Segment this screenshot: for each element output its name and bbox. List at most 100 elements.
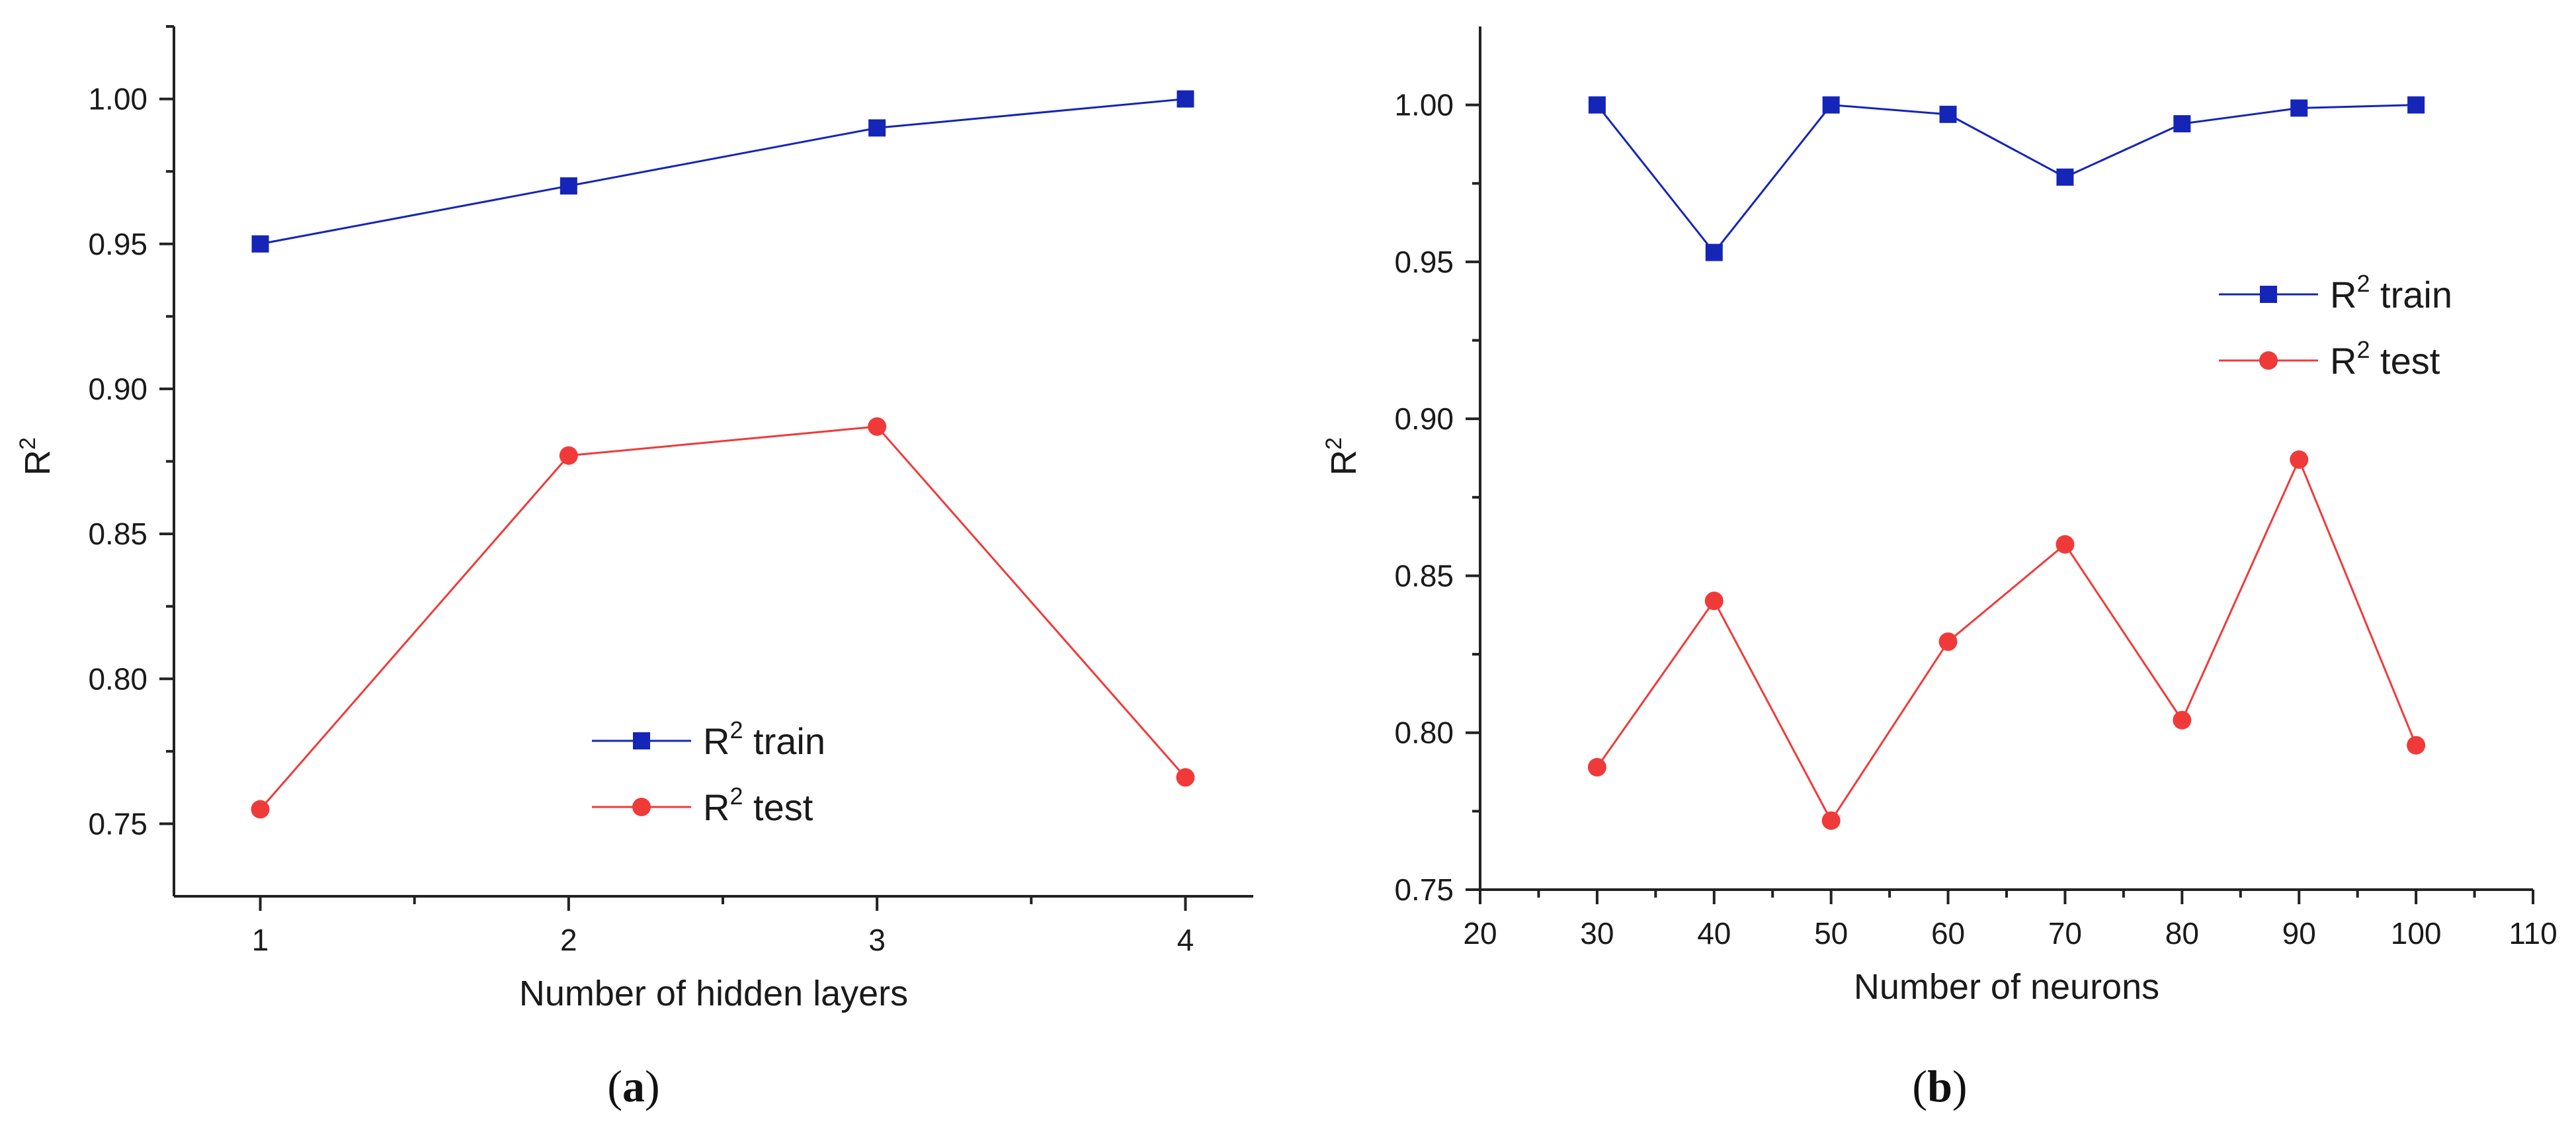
series-line — [259, 425, 1186, 810]
x-tick-label: 60 — [1931, 916, 1965, 951]
legend-label-rest: train — [743, 720, 825, 762]
legend-label: R2 test — [2330, 336, 2440, 382]
legend-label-base: R — [2330, 340, 2356, 382]
data-point-square — [1705, 243, 1723, 261]
data-point-square — [560, 177, 577, 195]
data-point-square — [2290, 99, 2308, 117]
x-tick-label: 100 — [2391, 916, 2442, 951]
series-line — [1596, 457, 2417, 823]
panel-caption: (b) — [1912, 1061, 1967, 1111]
x-tick-label: 4 — [1177, 923, 1194, 957]
y-tick-label: 0.80 — [1394, 716, 1454, 750]
data-point-circle — [1938, 632, 1958, 652]
data-point-circle — [2173, 710, 2192, 730]
data-point-square — [2056, 168, 2074, 186]
series-line — [260, 98, 1186, 245]
legend-label-superscript: 2 — [2356, 336, 2370, 363]
chart-panel-b: 20 30 40 50 60 70 80 90 100 110 0.75 0.80 0.85 0.90 0.… — [1321, 26, 2557, 1111]
caption-close: ) — [1952, 1061, 1968, 1111]
y-axis-title-base: R — [18, 450, 58, 476]
x-tick-label: 90 — [2282, 916, 2316, 951]
data-point-square — [2173, 115, 2191, 133]
data-point-circle — [559, 446, 578, 465]
caption-open: ( — [607, 1061, 622, 1111]
y-tick-label: 0.75 — [1394, 872, 1454, 907]
y-axis-title: R2 — [1321, 437, 1364, 476]
caption-letter: a — [622, 1061, 645, 1111]
series-test — [1587, 450, 2426, 830]
series-train — [251, 90, 1194, 253]
legend-marker-square — [2260, 286, 2277, 303]
x-axis-title: Number of hidden layers — [519, 974, 908, 1013]
x-tick-label: 40 — [1697, 916, 1731, 951]
x-tick-label: 50 — [1814, 916, 1848, 951]
legend-label-base: R — [703, 786, 729, 828]
y-axis-title-superscript: 2 — [15, 437, 40, 450]
data-point-circle — [1176, 768, 1195, 787]
y-tick-label: 0.80 — [88, 661, 147, 696]
x-tick-label: 2 — [560, 923, 577, 957]
legend-label: R2 train — [2330, 270, 2452, 316]
legend-entry-test: R2 test — [2219, 336, 2440, 382]
x-tick-label: 110 — [2509, 916, 2557, 951]
chart-panel-a: 1 2 3 4 0.75 0.80 0.85 0.90 0.95 1.00 Number of hi… — [15, 25, 1253, 1111]
data-point-circle — [1821, 811, 1841, 830]
data-point-square — [1822, 96, 1840, 114]
x-axis-title: Number of neurons — [1854, 967, 2159, 1007]
legend-label-rest: test — [743, 786, 813, 828]
legend-marker-square — [633, 732, 650, 749]
y-axis-title-base: R — [1324, 450, 1364, 476]
legend-label-base: R — [703, 720, 729, 762]
caption-close: ) — [645, 1061, 660, 1111]
x-tick-label: 1 — [252, 923, 269, 957]
y-tick-label: 0.75 — [88, 806, 147, 841]
legend-label: R2 train — [703, 716, 825, 762]
y-tick-label: 0.95 — [1394, 245, 1454, 279]
data-point-circle — [251, 800, 270, 819]
x-tick-label: 20 — [1463, 916, 1497, 951]
y-tick-label: 0.90 — [1394, 402, 1454, 436]
legend-entry-test: R2 test — [592, 783, 813, 828]
legend-label-rest: test — [2370, 340, 2440, 382]
data-point-circle — [2290, 450, 2309, 469]
data-point-circle — [868, 417, 887, 436]
panel-caption: (a) — [607, 1061, 659, 1111]
data-point-square — [1177, 90, 1194, 108]
y-axis-title-superscript: 2 — [1321, 437, 1347, 450]
y-axis-title: R2 — [15, 437, 58, 476]
legend-label-superscript: 2 — [729, 716, 743, 743]
series-line — [1596, 104, 2417, 255]
legend-label-superscript: 2 — [2356, 270, 2370, 297]
data-point-circle — [2056, 535, 2075, 554]
y-tick-label: 1.00 — [88, 82, 147, 116]
x-tick-label: 70 — [2048, 916, 2082, 951]
legend-label-rest: train — [2370, 274, 2452, 316]
data-point-circle — [2407, 736, 2426, 755]
y-tick-label: 0.85 — [1394, 558, 1454, 593]
data-point-square — [1939, 105, 1957, 123]
x-tick-label: 30 — [1580, 916, 1614, 951]
legend-marker-circle — [2259, 351, 2278, 370]
y-tick-label: 0.85 — [88, 517, 147, 551]
data-point-square — [251, 235, 269, 253]
data-point-square — [1588, 96, 1606, 114]
legend-entry-train: R2 train — [2219, 270, 2452, 316]
legend-label: R2 test — [703, 783, 813, 828]
caption-open: ( — [1912, 1061, 1927, 1111]
series-test — [251, 417, 1195, 819]
legend-label-base: R — [2330, 274, 2356, 316]
data-point-square — [2407, 96, 2425, 114]
x-tick-label: 3 — [868, 923, 886, 957]
series-train — [1588, 96, 2425, 261]
legend-marker-circle — [632, 798, 651, 816]
y-tick-label: 0.95 — [88, 227, 147, 261]
data-point-circle — [1704, 591, 1724, 611]
legend-label-superscript: 2 — [729, 783, 743, 810]
y-tick-label: 1.00 — [1394, 88, 1454, 122]
data-point-square — [868, 119, 886, 137]
data-point-circle — [1587, 757, 1606, 777]
caption-letter: b — [1927, 1061, 1952, 1111]
x-tick-label: 80 — [2165, 916, 2199, 951]
y-tick-label: 0.90 — [88, 372, 147, 406]
